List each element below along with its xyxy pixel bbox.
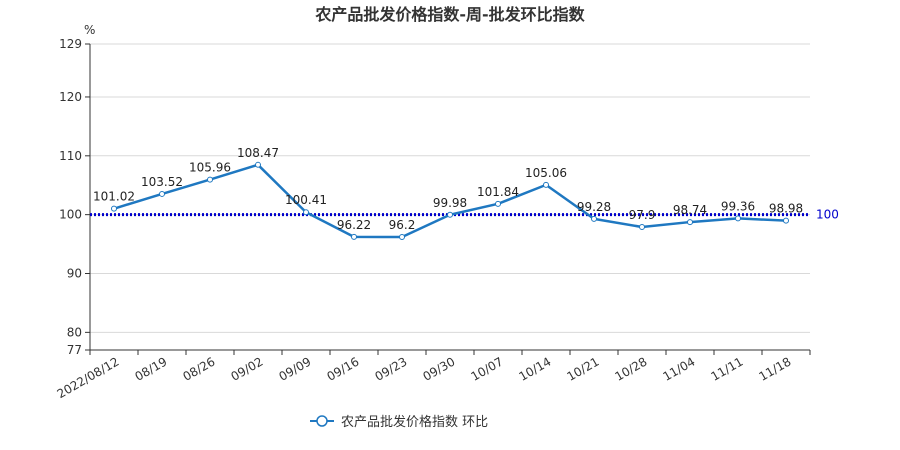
y-tick-label: 100 <box>59 208 82 222</box>
data-point <box>495 200 501 207</box>
y-tick-label: 77 <box>67 343 82 357</box>
data-point <box>639 224 645 231</box>
x-tick-label: 08/26 <box>181 354 218 383</box>
data-point <box>783 217 789 224</box>
data-label: 105.96 <box>189 161 231 175</box>
gridlines <box>90 43 810 333</box>
legend-label: 农产品批发价格指数 环比 <box>341 414 488 430</box>
y-tick-label: 129 <box>59 37 82 51</box>
x-axis-ticks: 2022/08/12 08/19 08/26 09/02 09/09 09/16 09/23… <box>55 350 811 401</box>
x-tick-label: 11/04 <box>661 354 698 383</box>
data-label: 101.02 <box>93 190 135 204</box>
data-point <box>207 176 213 183</box>
y-tick-label: 80 <box>67 325 82 339</box>
data-label: 99.36 <box>721 199 755 213</box>
data-point <box>543 181 549 188</box>
data-label: 105.06 <box>525 166 567 180</box>
x-tick-label: 11/11 <box>709 354 746 383</box>
axes <box>89 44 810 351</box>
data-label: 97.9 <box>629 208 656 222</box>
y-tick-label: 90 <box>67 267 82 281</box>
x-tick-label: 09/09 <box>277 354 314 383</box>
x-tick-label: 09/23 <box>373 354 410 383</box>
data-label: 100.41 <box>285 193 327 207</box>
data-label: 96.2 <box>389 218 416 232</box>
data-point <box>447 211 453 218</box>
data-label: 103.52 <box>141 175 183 189</box>
x-tick-label: 10/14 <box>517 354 554 383</box>
x-tick-label: 10/21 <box>565 354 602 383</box>
data-point <box>735 215 741 222</box>
reference-line-label: 100 <box>816 208 839 222</box>
x-tick-label: 09/16 <box>325 354 362 383</box>
x-tick-label: 09/30 <box>421 354 458 383</box>
y-tick-label: 110 <box>59 149 82 163</box>
data-point <box>399 234 405 241</box>
y-tick-label: 120 <box>59 90 82 104</box>
data-label: 101.84 <box>477 185 519 199</box>
data-label: 96.22 <box>337 218 371 232</box>
data-label: 99.98 <box>433 196 467 210</box>
data-point <box>687 219 693 226</box>
data-point <box>303 209 309 216</box>
data-point <box>255 161 261 168</box>
legend-marker <box>316 415 328 427</box>
chart-title: 农产品批发价格指数-周-批发环比指数 <box>314 5 585 24</box>
data-label: 99.28 <box>577 200 611 214</box>
x-tick-label: 10/28 <box>613 354 650 383</box>
y-axis-ticks: 77 80 90 100 110 120 129 <box>59 37 90 357</box>
x-tick-label: 09/02 <box>229 354 266 383</box>
data-label: 108.47 <box>237 146 279 160</box>
data-point <box>591 215 597 222</box>
x-tick-label: 08/19 <box>133 354 170 383</box>
x-tick-label: 11/18 <box>757 354 794 383</box>
x-tick-label: 2022/08/12 <box>55 354 122 401</box>
data-point <box>351 233 357 240</box>
data-label: 98.98 <box>769 202 803 216</box>
series-group: 101.02 103.52 105.96 108.47 100.41 96.22 96.2 9… <box>93 146 803 241</box>
data-point <box>111 205 117 212</box>
y-axis-unit: % <box>84 23 95 37</box>
data-label: 98.74 <box>673 203 707 217</box>
legend[interactable]: 农产品批发价格指数 环比 <box>310 414 488 430</box>
data-point <box>159 190 165 197</box>
x-tick-label: 10/07 <box>469 354 506 383</box>
